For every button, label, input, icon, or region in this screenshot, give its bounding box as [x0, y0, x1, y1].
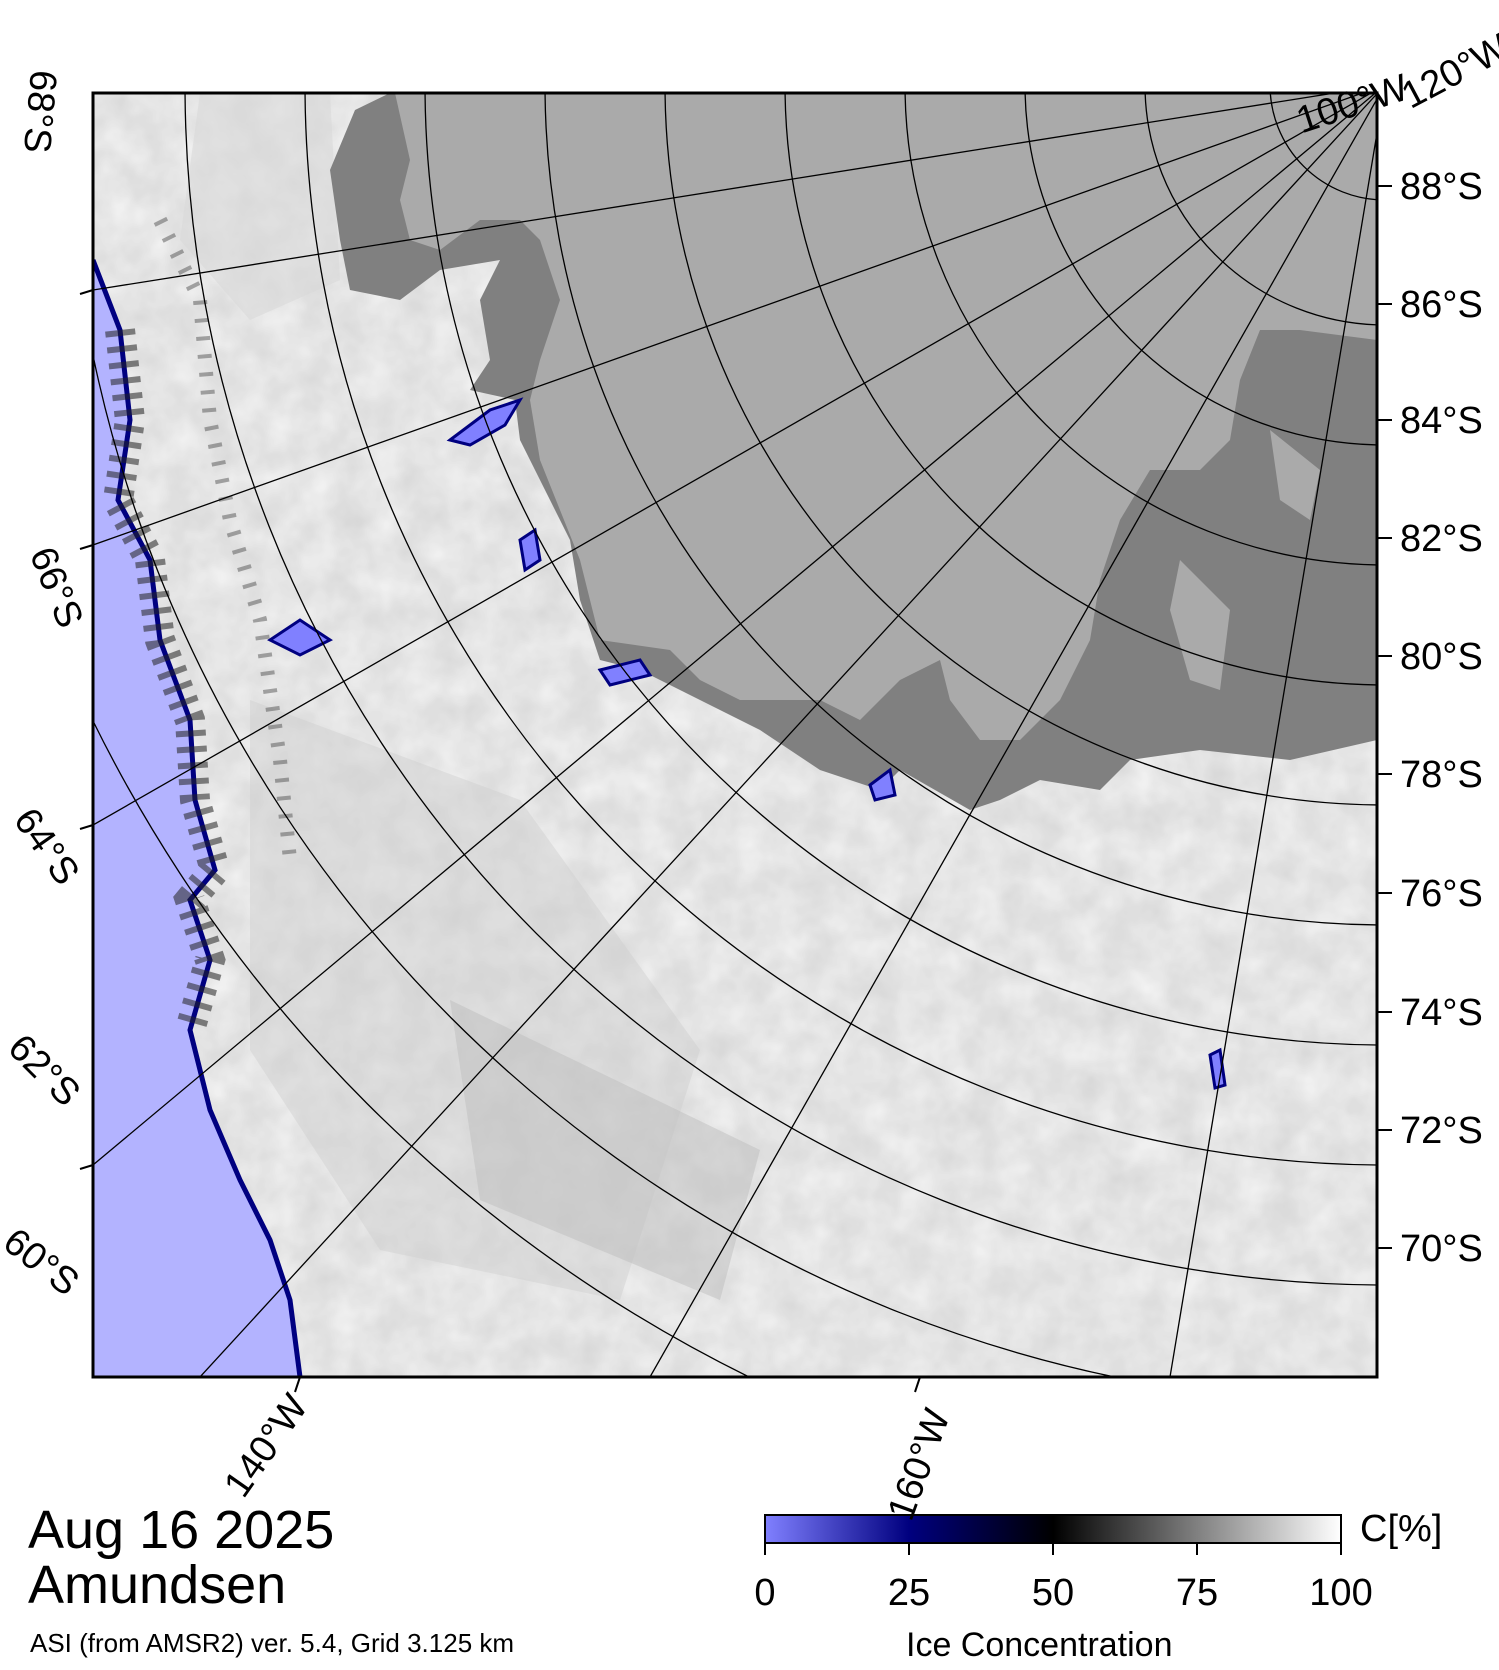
colorbar-tick-label: 25	[887, 1572, 931, 1614]
colorbar-title: Ice Concentration	[906, 1626, 1173, 1664]
colorbar-ticks	[764, 1543, 1342, 1555]
meridians	[93, 93, 1377, 1377]
data-credit: ASI (from AMSR2) ver. 5.4, Grid 3.125 km	[30, 1628, 515, 1658]
map-date: Aug 16 2025	[28, 1500, 335, 1560]
colorbar-gradient	[765, 1515, 1341, 1543]
lat-label-86s: 86°S	[1400, 284, 1483, 326]
axis-ticks	[79, 185, 1392, 1393]
lat-label-68s: 68°S	[14, 68, 64, 155]
polynya	[868, 767, 897, 802]
colorbar	[764, 1514, 1342, 1544]
polynya	[1208, 1047, 1227, 1090]
region-name: Amundsen	[28, 1555, 287, 1615]
lat-label-74s: 74°S	[1400, 992, 1483, 1034]
colorbar-unit: C[%]	[1360, 1508, 1443, 1550]
polynya	[267, 618, 333, 657]
marginal-ice-zone	[102, 328, 232, 1035]
lat-label-80s: 80°S	[1400, 636, 1483, 678]
colorbar-tick-label: 75	[1175, 1572, 1219, 1614]
lat-label-78s: 78°S	[1400, 754, 1483, 796]
ice-patch	[180, 93, 340, 320]
lat-label-70s: 70°S	[1400, 1228, 1483, 1270]
land-island	[1170, 560, 1230, 690]
lat-label-82s: 82°S	[1400, 518, 1483, 560]
lat-label-76s: 76°S	[1400, 873, 1483, 915]
colorbar-tick-label: 50	[1031, 1572, 1075, 1614]
polynya	[518, 527, 542, 573]
open-water	[93, 260, 300, 1377]
colorbar-tick-label: 0	[754, 1572, 776, 1614]
land	[395, 93, 1377, 740]
lat-label-88s: 88°S	[1400, 166, 1483, 208]
lat-label-72s: 72°S	[1400, 1110, 1483, 1152]
map-frame	[91, 91, 1379, 1379]
colorbar-tick-label: 100	[1309, 1572, 1373, 1614]
lat-label-84s: 84°S	[1400, 400, 1483, 442]
land-island	[1270, 430, 1320, 520]
